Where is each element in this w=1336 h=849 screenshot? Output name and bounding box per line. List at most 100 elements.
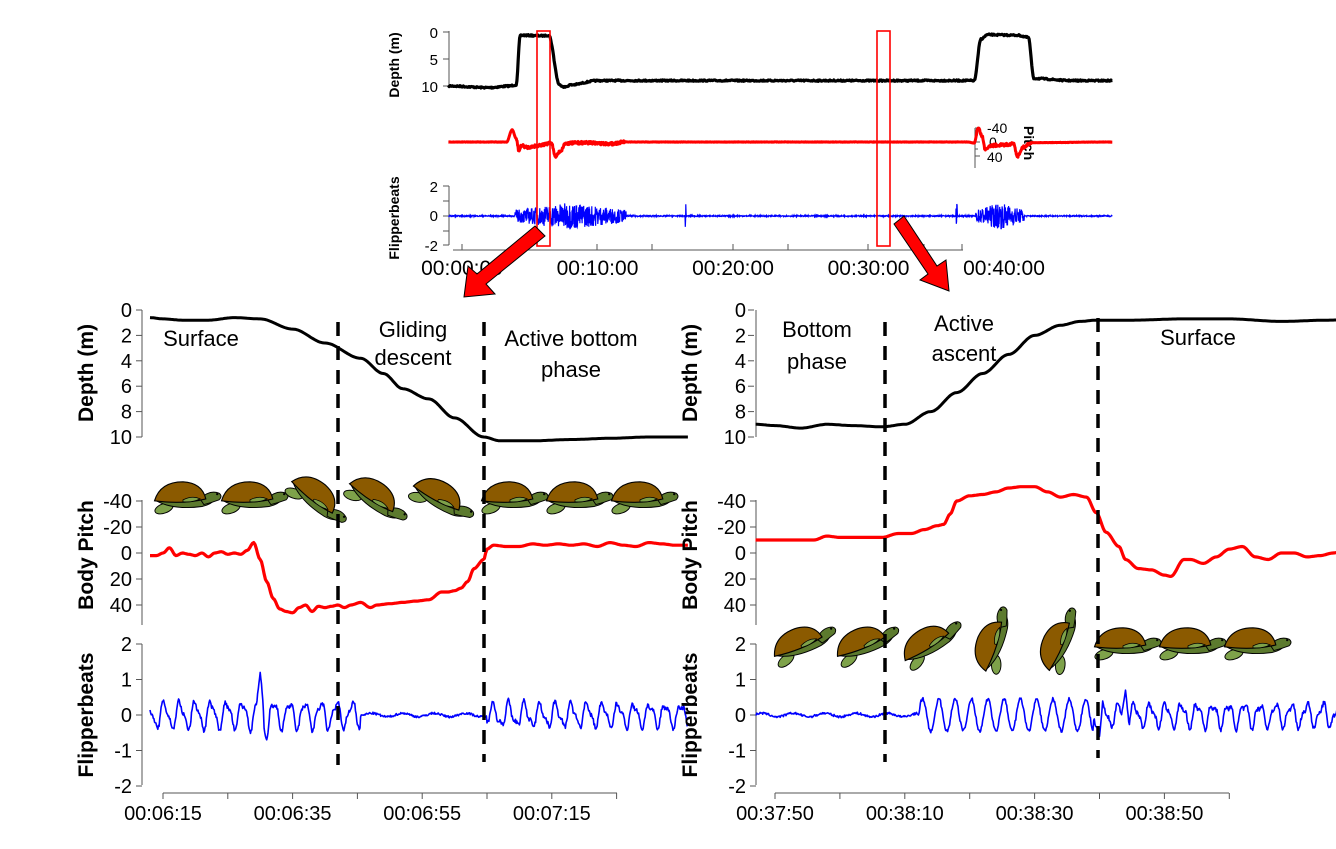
r-pitch-tick: -20 [717, 517, 746, 539]
turtle-icon [829, 615, 906, 672]
overview-depth-ylabel: Depth (m) [386, 32, 402, 97]
overview-flipper-tick: 2 [430, 179, 438, 196]
left-depth-axis: 0 2 4 6 8 10 Depth (m) [75, 300, 143, 449]
l-pitch-tick: 40 [110, 595, 132, 617]
highlight-window-descent [536, 30, 551, 247]
l-x-tick-label: 00:06:35 [254, 803, 332, 825]
turtle-icon [609, 481, 679, 517]
right-pitch-axis: -40 -20 0 20 40 Body Pitch [679, 491, 757, 625]
r-flipper-tick: 2 [735, 634, 746, 656]
turtle-icon [1157, 627, 1227, 663]
r-depth-tick: 8 [735, 402, 746, 424]
overview-flipper-line [447, 203, 1113, 230]
l-flipper-tick: -2 [114, 776, 132, 798]
right-flipper-ylabel: Flipperbeats [679, 653, 702, 778]
overview-pitch-line [447, 126, 1114, 159]
overview-depth-tick: 5 [430, 52, 438, 69]
l-flipper-tick: 0 [121, 705, 132, 727]
turtle-icon [339, 467, 416, 536]
r-depth-tick: 4 [735, 351, 746, 373]
left-flipper-line [149, 671, 688, 741]
l-depth-tick: 8 [121, 402, 132, 424]
r-flipper-tick: 1 [735, 670, 746, 692]
r-flipper-tick: -2 [728, 776, 746, 798]
right-pitch-line [755, 485, 1336, 578]
phase-label-surface-right: Surface [1160, 325, 1236, 350]
arrow-to-ascent [893, 215, 950, 292]
overview-x-tick-label: 00:10:00 [557, 257, 639, 280]
turtle-icon [1031, 601, 1092, 679]
overview-pitch-tick: 40 [987, 149, 1003, 165]
r-flipper-tick: 0 [735, 705, 746, 727]
l-pitch-tick: 0 [121, 543, 132, 565]
l-x-tick-label: 00:06:55 [383, 803, 461, 825]
left-flipper-axis: 2 1 0 -1 -2 Flipperbeats [75, 634, 143, 798]
right-depth-line [755, 317, 1336, 430]
phase-label-surface: Surface [163, 326, 239, 351]
r-x-tick-label: 00:38:10 [866, 803, 944, 825]
overview-depth-tick: 10 [421, 79, 438, 96]
highlight-window-ascent [876, 30, 891, 247]
right-depth-ylabel: Depth (m) [679, 324, 702, 422]
left-depth-ylabel: Depth (m) [75, 324, 98, 422]
right-depth-axis: 0 2 4 6 8 10 Depth (m) [679, 300, 757, 449]
turtle-icon [404, 468, 482, 534]
overview-panel: 0 5 10 Depth (m) -40 0 40 Pitch 2 [386, 25, 1114, 298]
left-pitch-axis: -40 -20 0 20 40 Body Pitch [75, 491, 143, 625]
phase-label-bottom-phase: Bottom phase [782, 317, 852, 374]
r-x-tick-label: 00:38:30 [996, 803, 1074, 825]
l-pitch-tick: -40 [103, 491, 132, 513]
overview-depth-line [446, 32, 1114, 90]
arrow-to-descent [463, 225, 546, 298]
overview-depth-axis: 0 5 10 Depth (m) [386, 25, 450, 98]
l-depth-tick: 2 [121, 325, 132, 347]
overview-flipper-tick: 0 [430, 208, 438, 225]
turtle-icon [219, 481, 289, 517]
r-depth-tick: 0 [735, 300, 746, 322]
left-flipper-ylabel: Flipperbeats [75, 653, 98, 778]
l-pitch-tick: 20 [110, 569, 132, 591]
l-x-tick-label: 00:07:15 [513, 803, 591, 825]
turtle-icon [1222, 627, 1292, 663]
turtle-icon [894, 610, 972, 675]
overview-pitch-tick: -40 [987, 120, 1007, 136]
l-flipper-tick: 1 [121, 670, 132, 692]
overview-x-tick-label: 00:30:00 [828, 257, 910, 280]
l-flipper-tick: -1 [114, 741, 132, 763]
phase-label-gliding-descent: Gliding descent [374, 317, 451, 370]
left-pitch-line [149, 541, 689, 615]
left-depth-line [149, 316, 688, 443]
l-depth-tick: 6 [121, 376, 132, 398]
r-depth-tick: 10 [724, 427, 746, 449]
left-x-axis: 00:06:15 00:06:35 00:06:55 00:07:15 [124, 792, 618, 825]
overview-flipper-axis: 2 0 -2 Flipperbeats [386, 176, 450, 260]
r-flipper-tick: -1 [728, 741, 746, 763]
l-flipper-tick: 2 [121, 634, 132, 656]
turtle-icon [766, 615, 843, 672]
turtle-icon [544, 481, 614, 517]
turtle-icon [1092, 627, 1162, 663]
overview-flipper-tick: -2 [425, 238, 438, 255]
r-pitch-tick: 0 [735, 543, 746, 565]
turtle-icon [152, 481, 222, 517]
l-depth-tick: 10 [110, 427, 132, 449]
right-pitch-ylabel: Body Pitch [679, 500, 702, 610]
right-turtle-icons [766, 601, 1292, 679]
overview-pitch-tick: 0 [989, 134, 997, 150]
r-pitch-tick: 40 [724, 595, 746, 617]
left-turtle-icons [152, 465, 679, 537]
r-pitch-tick: -40 [717, 491, 746, 513]
turtle-icon [967, 601, 1024, 678]
right-flipper-axis: 2 1 0 -1 -2 Flipperbeats [679, 634, 757, 798]
overview-flipper-ylabel: Flipperbeats [386, 176, 402, 259]
right-x-axis: 00:37:50 00:38:10 00:38:30 00:38:50 [736, 792, 1230, 825]
r-depth-tick: 6 [735, 376, 746, 398]
l-depth-tick: 0 [121, 300, 132, 322]
l-depth-tick: 4 [121, 351, 132, 373]
overview-x-axis: 00:00:00 00:10:00 00:20:00 00:30:00 00:40:00 [421, 244, 1045, 280]
left-pitch-ylabel: Body Pitch [75, 500, 98, 610]
turtle-icon [280, 465, 356, 537]
